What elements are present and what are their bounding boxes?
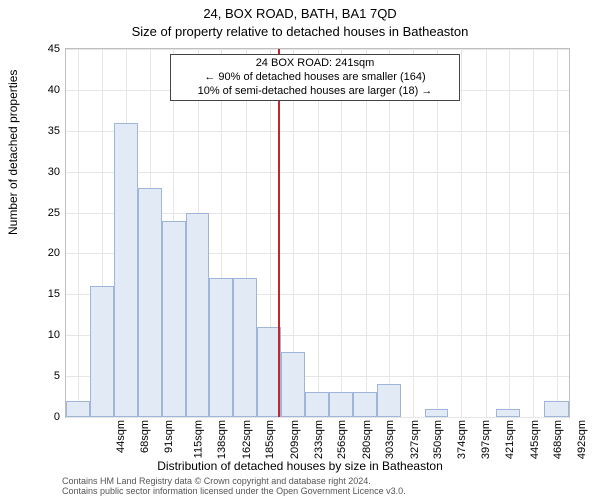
x-tick-label: 68sqm [139,420,151,453]
x-tick-label: 115sqm [192,420,204,458]
y-tick-label: 40 [10,84,60,96]
x-tick-label: 421sqm [504,420,516,459]
gridline-vertical [486,49,487,417]
x-tick-label: 44sqm [115,420,127,453]
gridline-vertical [557,49,558,417]
gridline-vertical [318,49,319,417]
x-tick-label: 185sqm [264,420,276,459]
gridline-vertical [366,49,367,417]
histogram-bar [186,213,210,417]
x-tick-label: 209sqm [289,420,301,459]
x-tick-label: 350sqm [432,420,444,459]
y-tick-label: 15 [10,288,60,300]
histogram-bar [66,401,90,417]
x-tick-label: 303sqm [384,420,396,459]
attribution-line-1: Contains HM Land Registry data © Crown c… [62,476,371,486]
histogram-bar [114,123,138,417]
x-tick-label: 233sqm [313,420,325,459]
x-tick-label: 468sqm [552,420,564,459]
gridline-vertical [389,49,390,417]
histogram-bar [233,278,257,417]
page-subtitle: Size of property relative to detached ho… [0,24,600,39]
histogram-bar [544,401,569,417]
histogram-chart: 24 BOX ROAD: 241sqm← 90% of detached hou… [65,48,570,418]
y-tick-label: 0 [10,411,60,423]
y-tick-label: 10 [10,329,60,341]
page-title: 24, BOX ROAD, BATH, BA1 7QD [0,6,600,21]
y-tick-label: 20 [10,247,60,259]
histogram-bar [281,352,305,417]
gridline-horizontal [66,417,569,418]
histogram-bar [138,188,162,417]
gridline-vertical [78,49,79,417]
y-tick-label: 5 [10,370,60,382]
x-tick-label: 280sqm [361,420,373,459]
histogram-bar [496,409,520,417]
x-axis-label: Distribution of detached houses by size … [0,459,600,473]
y-tick-label: 45 [10,43,60,55]
annotation-line-3: 10% of semi-detached houses are larger (… [175,85,455,99]
x-tick-label: 91sqm [163,420,175,453]
gridline-vertical [461,49,462,417]
highlight-marker-line [278,49,280,417]
attribution-line-2: Contains public sector information licen… [62,486,406,496]
gridline-vertical [437,49,438,417]
y-tick-label: 25 [10,207,60,219]
x-tick-label: 445sqm [529,420,541,459]
histogram-bar [162,221,186,417]
histogram-bar [329,392,353,417]
x-tick-label: 327sqm [409,420,421,459]
annotation-line-1: 24 BOX ROAD: 241sqm [175,57,455,71]
x-tick-label: 162sqm [241,420,253,459]
x-tick-label: 138sqm [216,420,228,459]
x-tick-label: 256sqm [336,420,348,459]
gridline-vertical [533,49,534,417]
histogram-bar [377,384,401,417]
y-tick-label: 35 [10,125,60,137]
x-tick-label: 492sqm [577,420,589,459]
gridline-vertical [413,49,414,417]
histogram-bar [209,278,233,417]
x-tick-label: 397sqm [480,420,492,459]
histogram-bar [90,286,114,417]
annotation-line-2: ← 90% of detached houses are smaller (16… [175,71,455,85]
annotation-box: 24 BOX ROAD: 241sqm← 90% of detached hou… [170,54,460,101]
gridline-vertical [509,49,510,417]
x-tick-label: 374sqm [457,420,469,459]
page-root: { "title": "24, BOX ROAD, BATH, BA1 7QD"… [0,0,600,500]
histogram-bar [305,392,329,417]
histogram-bar [425,409,449,417]
histogram-bar [353,392,377,417]
attribution-text: Contains HM Land Registry data © Crown c… [62,477,406,497]
y-tick-label: 30 [10,166,60,178]
gridline-vertical [341,49,342,417]
